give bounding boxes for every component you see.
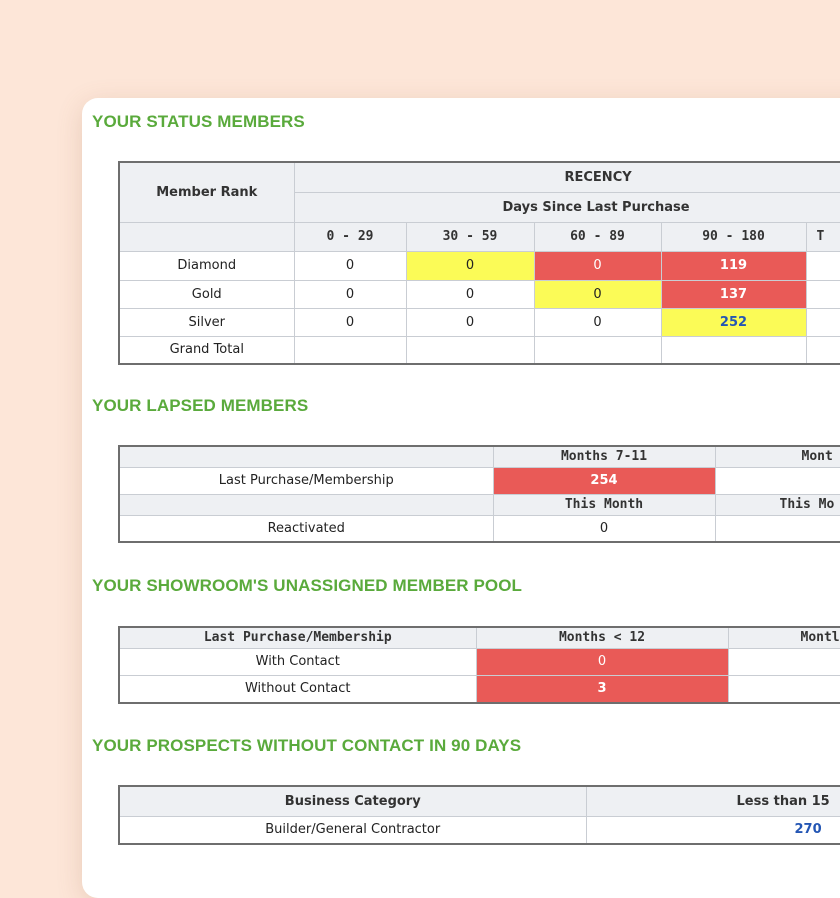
less-than-15-header: Less than 15 — [585, 785, 840, 817]
pool-count-cell — [727, 647, 840, 676]
range-header: 90 - 180 — [660, 221, 807, 252]
count-link[interactable]: 119 — [660, 250, 807, 281]
count-cell — [805, 250, 840, 281]
prospects-title: YOUR PROSPECTS WITHOUT CONTACT IN 90 DAY… — [92, 736, 522, 755]
table-row: Diamond 0 0 0 119 — [118, 250, 840, 281]
lapsed-count-cell — [714, 466, 840, 495]
pool-count-cell: 0 — [475, 647, 729, 676]
table-row: Silver 0 0 0 252 — [118, 307, 840, 337]
total-cell — [293, 335, 407, 365]
last-purchase-label: Last Purchase/Membership — [118, 466, 494, 495]
rank-cell: Diamond — [118, 250, 295, 281]
count-cell: 0 — [533, 250, 662, 281]
business-category-header: Business Category — [118, 785, 587, 817]
count-link[interactable]: 137 — [660, 279, 807, 309]
range-header: 60 - 89 — [533, 221, 662, 252]
table-row: Gold 0 0 0 137 — [118, 279, 840, 309]
grand-total-label: Grand Total — [118, 335, 295, 365]
count-cell — [805, 307, 840, 337]
count-cell: 0 — [405, 250, 535, 281]
count-cell: 0 — [405, 307, 535, 337]
total-cell — [805, 335, 840, 365]
count-cell — [805, 279, 840, 309]
months-header: Mont — [714, 445, 840, 468]
prospects-table: Business Category Less than 15 Builder/G… — [118, 785, 840, 845]
count-cell: 0 — [293, 250, 407, 281]
reactivated-label: Reactivated — [118, 514, 494, 543]
table-row: Reactivated 0 — [118, 514, 840, 543]
months-less-12-header: Months < 12 — [475, 626, 729, 649]
rank-cell: Silver — [118, 307, 295, 337]
member-rank-header: Member Rank — [118, 161, 295, 223]
table-row: Grand Total — [118, 335, 840, 365]
months-header: Montl — [727, 626, 840, 649]
table-row: Last Purchase/Membership 254 — [118, 466, 840, 495]
total-cell — [533, 335, 662, 365]
count-cell: 0 — [293, 279, 407, 309]
days-since-last-purchase-header: Days Since Last Purchase — [293, 191, 840, 223]
total-cell — [660, 335, 807, 365]
recency-header: RECENCY — [293, 161, 840, 193]
this-month-header: This Mo — [714, 493, 840, 516]
report-card: YOUR STATUS MEMBERS Member Rank RECENCY … — [82, 98, 840, 898]
count-cell: 0 — [405, 279, 535, 309]
unassigned-pool-title: YOUR SHOWROOM'S UNASSIGNED MEMBER POOL — [92, 576, 523, 595]
status-members-title: YOUR STATUS MEMBERS — [92, 112, 305, 131]
count-cell: 0 — [533, 307, 662, 337]
rank-cell: Gold — [118, 279, 295, 309]
range-header: T — [805, 221, 840, 252]
without-contact-label: Without Contact — [118, 674, 477, 704]
last-purchase-header: Last Purchase/Membership — [118, 626, 477, 649]
range-header: 0 - 29 — [293, 221, 407, 252]
table-row: Without Contact 3 — [118, 674, 840, 704]
range-header: 30 - 59 — [405, 221, 535, 252]
pool-count-cell — [727, 674, 840, 704]
table-row: With Contact 0 — [118, 647, 840, 676]
count-link[interactable]: 252 — [660, 307, 807, 337]
status-members-table: Member Rank RECENCY Days Since Last Purc… — [118, 161, 840, 365]
reactivated-count-cell — [714, 514, 840, 543]
pool-count-link[interactable]: 3 — [475, 674, 729, 704]
lapsed-blank-header — [118, 493, 494, 516]
months-7-11-header: Months 7-11 — [492, 445, 716, 468]
lapsed-count-link[interactable]: 254 — [492, 466, 716, 495]
lapsed-members-title: YOUR LAPSED MEMBERS — [92, 396, 309, 415]
count-cell: 0 — [533, 279, 662, 309]
with-contact-label: With Contact — [118, 647, 477, 676]
this-month-header: This Month — [492, 493, 716, 516]
count-cell: 0 — [293, 307, 407, 337]
lapsed-blank-header — [118, 445, 494, 468]
lapsed-members-table: Months 7-11 Mont Last Purchase/Membershi… — [118, 445, 840, 543]
rank-blank-header — [118, 221, 295, 252]
total-cell — [405, 335, 535, 365]
unassigned-pool-table: Last Purchase/Membership Months < 12 Mon… — [118, 626, 840, 704]
reactivated-count-cell: 0 — [492, 514, 716, 543]
